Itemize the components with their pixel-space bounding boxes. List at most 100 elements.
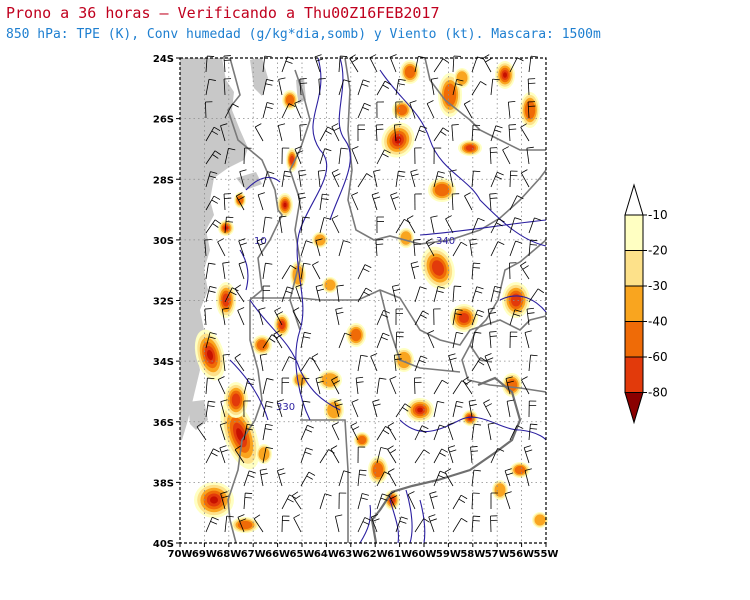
wind-barb [449, 169, 457, 188]
wind-barb [217, 376, 226, 395]
wind-barb [357, 173, 373, 188]
wind-barb [357, 493, 369, 510]
wind-barb [219, 422, 227, 441]
wind-barb [471, 423, 482, 441]
lon-label: 69W [192, 549, 217, 560]
wind-barb [414, 286, 427, 303]
contour-label-340: 340 [436, 236, 455, 247]
wind-barb [205, 150, 222, 165]
wind-barb [315, 284, 325, 303]
wind-barb [357, 287, 373, 303]
wind-barb [502, 146, 511, 165]
wind-barb [430, 77, 439, 96]
wind-barb [526, 146, 534, 165]
wind-barb [314, 54, 324, 73]
latitude-labels: 24S 26S 28S 30S 32S 34S 36S 38S 40S [153, 54, 180, 550]
convergence-shade [400, 231, 412, 245]
wind-barb [300, 447, 313, 464]
convergence-shade [458, 312, 470, 324]
wind-barb [471, 262, 481, 280]
wind-barb [528, 288, 545, 303]
convergence-shade [524, 100, 536, 120]
wind-barb [331, 169, 341, 188]
wind-barb [509, 170, 518, 188]
convergence-shade [503, 72, 507, 78]
wind-barb [414, 55, 426, 73]
wind-barb [224, 515, 234, 533]
wind-barb [526, 307, 535, 326]
convergence-shade [396, 104, 408, 116]
convergence-shade [224, 226, 228, 230]
lon-label: 55W [534, 549, 559, 560]
moisture-convergence-shading [194, 60, 548, 533]
wind-barb [427, 330, 435, 349]
wind-barb [452, 494, 468, 510]
wind-barb [392, 284, 401, 303]
wind-barb [300, 400, 311, 418]
wind-barb [371, 192, 381, 211]
colorbar-label: -20 [648, 244, 668, 258]
wind-barb [414, 147, 422, 165]
lat-label: 30S [153, 236, 174, 247]
wind-barb [375, 239, 384, 257]
wind-barb [217, 238, 226, 257]
lat-label: 36S [153, 418, 174, 429]
wind-barb [319, 493, 332, 510]
wind-barb [452, 285, 462, 303]
wind-barb [471, 357, 487, 372]
wind-barb [262, 262, 273, 280]
wind-barb [300, 240, 313, 257]
wind-barb [293, 514, 302, 533]
wind-barb [224, 147, 236, 165]
wind-barb [221, 307, 230, 326]
convergence-shade [258, 447, 270, 461]
wind-barb [281, 103, 296, 119]
wind-barb [299, 124, 307, 142]
wind-barb [387, 422, 397, 441]
wind-barb [414, 425, 429, 441]
wind-barb [220, 123, 228, 142]
wind-barb [351, 399, 359, 418]
wind-barb [376, 101, 384, 119]
wind-barb [262, 171, 275, 188]
wind-barb [273, 330, 283, 349]
colorbar-top-arrow [624, 183, 644, 216]
wind-barb [471, 286, 484, 303]
wind-barb [527, 101, 536, 119]
wind-barb [490, 241, 505, 257]
wind-barb [223, 78, 232, 96]
wind-barb [281, 377, 290, 395]
colorbar-bottom-arrow [624, 392, 644, 425]
lat-label: 28S [153, 175, 174, 186]
wind-barb [509, 240, 523, 257]
wind-barb [409, 100, 417, 119]
wind-barb [262, 378, 274, 395]
wind-barb [335, 307, 344, 326]
lon-label: 57W [485, 549, 510, 560]
wind-barb [331, 123, 341, 142]
wind-barb [224, 216, 234, 234]
wind-barb [205, 195, 221, 211]
convergence-shade [404, 65, 416, 79]
wind-barb [528, 423, 538, 441]
wind-barb [508, 124, 517, 142]
convergence-shade [534, 514, 546, 526]
contour-label-10: 10 [254, 236, 267, 247]
convergence-shade [231, 393, 241, 407]
wind-barbs [196, 54, 545, 533]
wind-barb [471, 331, 482, 349]
wind-barb [257, 192, 265, 211]
wind-barb [393, 123, 402, 142]
lon-label: 58W [460, 549, 485, 560]
wind-barb [243, 492, 253, 510]
wind-barb [490, 78, 500, 96]
wind-barb [234, 284, 245, 303]
wind-barb [351, 192, 359, 211]
wind-barb [444, 468, 454, 487]
wind-barb [243, 470, 256, 487]
wind-barb [238, 261, 246, 280]
lon-label: 61W [387, 549, 412, 560]
wind-barb [389, 54, 397, 73]
lon-label: 68W [216, 549, 241, 560]
wind-barb [410, 261, 420, 280]
